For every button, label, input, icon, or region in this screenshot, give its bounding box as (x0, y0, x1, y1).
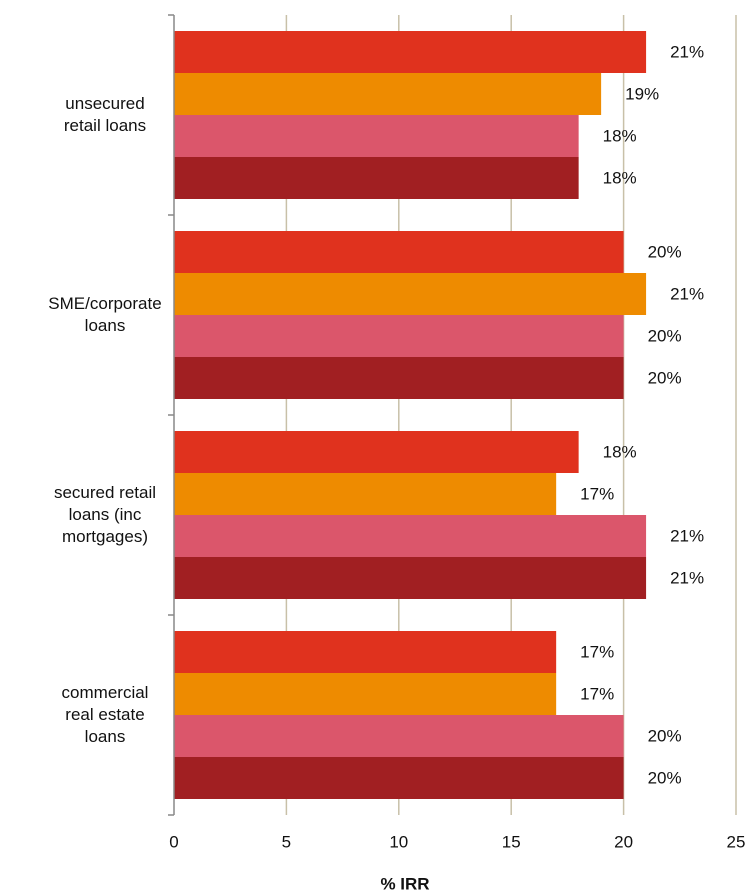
x-tick-label: 15 (502, 832, 521, 851)
bar (174, 157, 579, 199)
x-tick-label: 5 (282, 832, 291, 851)
bar (174, 31, 647, 73)
x-axis-title: % IRR (380, 874, 429, 893)
y-tick-label: unsecured retail loans (63, 94, 147, 135)
bar (174, 73, 602, 115)
data-label: 17% (580, 642, 614, 661)
data-label: 18% (603, 168, 637, 187)
y-tick-label: SME/corporate loans (48, 294, 162, 335)
bar (174, 557, 647, 599)
data-label: 21% (670, 526, 704, 545)
bar (174, 673, 557, 715)
data-label: 20% (648, 326, 682, 345)
bar (174, 757, 624, 799)
bar (174, 431, 579, 473)
bar (174, 315, 624, 357)
x-tick-label: 25 (727, 832, 746, 851)
bar (174, 357, 624, 399)
data-label: 19% (625, 84, 659, 103)
bar (174, 715, 624, 757)
data-label: 17% (580, 684, 614, 703)
x-tick-label: 10 (389, 832, 408, 851)
data-label: 20% (648, 242, 682, 261)
bar (174, 473, 557, 515)
bar (174, 273, 647, 315)
bar (174, 115, 579, 157)
x-tick-label: 20 (614, 832, 633, 851)
bar (174, 515, 647, 557)
data-label: 21% (670, 284, 704, 303)
bar (174, 231, 624, 273)
data-label: 21% (670, 568, 704, 587)
data-label: 21% (670, 42, 704, 61)
data-label: 20% (648, 368, 682, 387)
y-tick-label: commercial real estate loans (61, 683, 149, 746)
data-label: 20% (648, 726, 682, 745)
bar (174, 631, 557, 673)
y-tick-label: secured retail loans (inc mortgages) (53, 483, 157, 546)
data-label: 17% (580, 484, 614, 503)
data-label: 18% (603, 126, 637, 145)
x-tick-label: 0 (169, 832, 178, 851)
data-label: 20% (648, 768, 682, 787)
data-label: 18% (603, 442, 637, 461)
